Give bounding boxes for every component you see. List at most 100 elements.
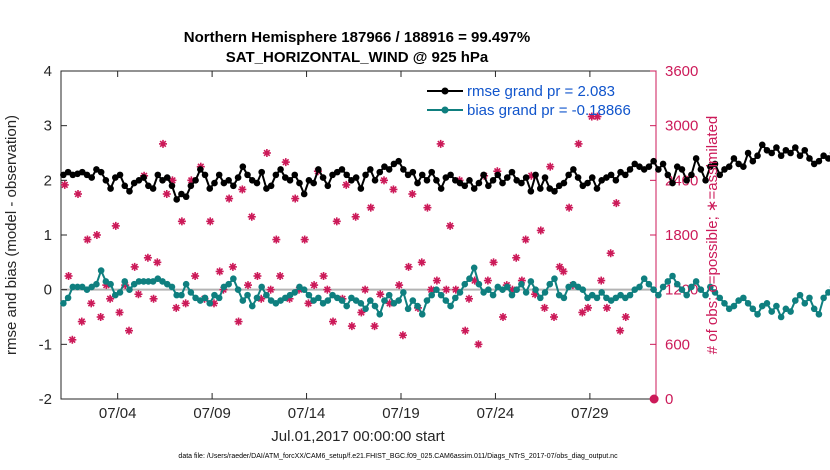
rmse-data-point	[470, 185, 478, 192]
obs-assimilated-marker	[172, 303, 181, 312]
obs-assimilated-marker	[106, 294, 115, 303]
bias-data-point	[593, 294, 601, 302]
obs-assimilated-marker	[125, 326, 133, 335]
x-axis-label: Jul.01,2017 00:00:00 start	[271, 428, 445, 445]
bias-data-point	[371, 302, 379, 310]
rmse-data-point	[149, 185, 157, 192]
bias-data-point	[702, 291, 709, 299]
rmse-data-point	[683, 177, 690, 184]
rmse-data-point	[716, 171, 724, 179]
x-tick-label: 07/29	[571, 405, 609, 422]
bias-data-point	[248, 302, 256, 310]
bias-data-point	[716, 294, 724, 302]
bias-data-point	[215, 294, 223, 302]
obs-assimilated-marker	[612, 199, 621, 208]
bias-data-point	[400, 289, 407, 296]
obs-assimilated-marker	[461, 326, 470, 335]
obs-assimilated-marker	[376, 290, 385, 299]
obs-assimilated-marker	[149, 294, 158, 303]
bias-data-point	[305, 291, 313, 299]
obs-assimilated-marker	[621, 313, 630, 321]
rmse-data-point	[711, 160, 719, 168]
bias-data-point	[697, 286, 705, 293]
bias-data-point	[385, 291, 393, 299]
rmse-data-point	[622, 171, 629, 179]
y-right-tick-label: 3000	[665, 118, 698, 135]
bias-data-point	[437, 291, 445, 299]
bias-data-point	[626, 291, 634, 299]
obs-assimilated-marker	[489, 258, 498, 267]
bias-data-point	[664, 278, 672, 285]
bias-data-point	[541, 289, 549, 296]
rmse-data-point	[702, 177, 709, 184]
bias-data-point	[60, 300, 67, 307]
legend-rmse-label: rmse grand pr = 2.083	[467, 83, 615, 100]
bias-data-point	[433, 286, 440, 293]
bias-data-point	[711, 289, 719, 296]
rmse-data-point	[588, 174, 596, 181]
obs-assimilated-marker	[593, 112, 602, 121]
obs-assimilated-marker	[64, 272, 73, 280]
bias-data-point	[655, 291, 662, 299]
obs-assimilated-marker	[87, 299, 96, 308]
rmse-data-point	[508, 168, 516, 176]
rmse-data-point	[300, 190, 308, 198]
obs-assimilated-marker	[483, 276, 492, 285]
bias-data-point	[518, 280, 525, 288]
obs-assimilated-marker	[521, 235, 530, 244]
x-tick-label: 07/24	[477, 405, 515, 422]
y-tick-label: -1	[39, 336, 52, 353]
rmse-data-point	[296, 179, 303, 187]
bias-data-point	[338, 297, 346, 304]
y-axis-label-right: # of obs: o=possible; ∗=assimilated	[704, 116, 721, 355]
bias-data-point	[820, 294, 827, 302]
y-right-tick-label: 0	[665, 391, 673, 408]
rmse-data-point	[239, 163, 247, 170]
rmse-data-point	[697, 166, 705, 173]
rmse-data-point	[522, 174, 530, 181]
rmse-data-point	[692, 155, 700, 162]
obs-assimilated-marker	[389, 185, 398, 194]
bias-data-point	[315, 294, 322, 302]
bias-data-point	[527, 278, 535, 285]
rmse-data-point	[518, 179, 525, 187]
y-tick-label: 3	[44, 118, 52, 135]
obs-assimilated-marker	[550, 313, 558, 321]
legend-bias-marker	[441, 106, 449, 114]
bias-data-point	[291, 289, 299, 296]
rmse-data-point	[121, 182, 129, 190]
bias-data-point	[423, 297, 431, 304]
rmse-data-point	[626, 166, 634, 173]
bias-data-point	[107, 280, 114, 288]
obs-assimilated-marker	[225, 194, 234, 203]
bias-data-point	[121, 278, 129, 285]
bias-data-point	[815, 310, 823, 318]
bias-data-point	[678, 286, 686, 293]
bias-data-point	[244, 291, 251, 299]
rmse-data-point	[607, 171, 615, 179]
obs-assimilated-marker	[162, 190, 171, 198]
bias-data-point	[135, 278, 143, 285]
rmse-data-point	[206, 185, 214, 192]
rmse-data-point	[362, 171, 369, 179]
bias-data-point	[239, 297, 247, 304]
obs-assimilated-marker	[423, 203, 432, 212]
bias-data-point	[669, 272, 676, 280]
bias-data-point	[489, 291, 497, 299]
bias-data-point	[461, 280, 469, 288]
bias-data-point	[551, 275, 558, 283]
obs-assimilated-marker	[206, 217, 215, 226]
rmse-data-point	[211, 179, 218, 187]
rmse-data-point	[560, 179, 568, 187]
rmse-data-point	[182, 193, 190, 201]
x-tick-label: 07/14	[288, 405, 326, 422]
x-tick-label: 07/04	[99, 405, 137, 422]
obs-assimilated-marker	[304, 299, 313, 308]
obs-assimilated-marker	[347, 322, 356, 331]
bias-data-point	[116, 289, 124, 296]
rmse-data-point	[503, 174, 511, 181]
bias-data-point	[796, 291, 804, 299]
rmse-data-point	[97, 168, 105, 176]
obs-assimilated-marker	[181, 299, 190, 308]
bias-data-point	[475, 280, 483, 288]
